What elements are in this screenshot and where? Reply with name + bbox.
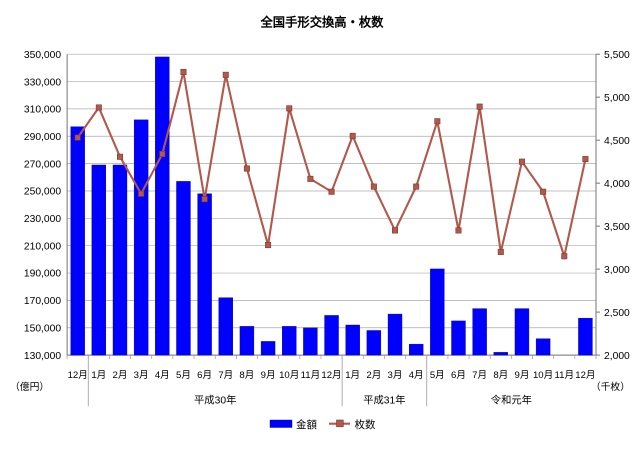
svg-text:（億円）: （億円） — [10, 380, 49, 393]
svg-text:12月: 12月 — [321, 370, 341, 381]
svg-text:8月: 8月 — [239, 370, 254, 381]
svg-text:5月: 5月 — [430, 370, 445, 381]
svg-text:130,000: 130,000 — [24, 351, 61, 362]
svg-text:枚数: 枚数 — [355, 418, 376, 431]
svg-text:4,500: 4,500 — [604, 136, 630, 147]
svg-text:2月: 2月 — [113, 370, 128, 381]
svg-text:10月: 10月 — [533, 370, 553, 381]
svg-text:8月: 8月 — [493, 370, 508, 381]
svg-text:5月: 5月 — [176, 370, 191, 381]
svg-text:330,000: 330,000 — [24, 77, 61, 88]
svg-text:230,000: 230,000 — [24, 214, 61, 225]
svg-text:6月: 6月 — [197, 370, 212, 381]
svg-text:9月: 9月 — [261, 370, 276, 381]
svg-text:210,000: 210,000 — [24, 241, 61, 252]
svg-text:平成30年: 平成30年 — [194, 393, 236, 406]
svg-text:全国手形交換高・枚数: 全国手形交換高・枚数 — [260, 15, 385, 30]
svg-text:（千枚）: （千枚） — [591, 380, 630, 393]
svg-text:1月: 1月 — [345, 370, 360, 381]
svg-text:11月: 11月 — [555, 370, 575, 381]
svg-text:3,000: 3,000 — [604, 265, 630, 276]
svg-text:2,000: 2,000 — [604, 351, 630, 362]
svg-text:170,000: 170,000 — [24, 296, 61, 307]
svg-text:12月: 12月 — [68, 370, 88, 381]
svg-text:190,000: 190,000 — [24, 269, 61, 280]
svg-text:5,500: 5,500 — [604, 50, 630, 61]
svg-text:3月: 3月 — [134, 370, 149, 381]
svg-text:6月: 6月 — [451, 370, 466, 381]
svg-text:270,000: 270,000 — [24, 159, 61, 170]
svg-text:350,000: 350,000 — [24, 50, 61, 61]
svg-text:250,000: 250,000 — [24, 187, 61, 198]
svg-text:金額: 金額 — [296, 418, 317, 431]
svg-text:令和元年: 令和元年 — [491, 393, 532, 406]
svg-text:7月: 7月 — [218, 370, 233, 381]
svg-text:7月: 7月 — [472, 370, 487, 381]
svg-text:2月: 2月 — [366, 370, 381, 381]
svg-text:310,000: 310,000 — [24, 105, 61, 116]
svg-text:平成31年: 平成31年 — [363, 393, 405, 406]
svg-text:4月: 4月 — [155, 370, 170, 381]
svg-text:4月: 4月 — [409, 370, 424, 381]
svg-text:12月: 12月 — [575, 370, 595, 381]
svg-text:3月: 3月 — [388, 370, 403, 381]
svg-text:5,000: 5,000 — [604, 93, 630, 104]
svg-text:2,500: 2,500 — [604, 308, 630, 319]
svg-text:3,500: 3,500 — [604, 222, 630, 233]
svg-text:4,000: 4,000 — [604, 179, 630, 190]
svg-text:150,000: 150,000 — [24, 323, 61, 334]
svg-text:290,000: 290,000 — [24, 132, 61, 143]
svg-text:1月: 1月 — [91, 370, 106, 381]
svg-text:9月: 9月 — [515, 370, 530, 381]
svg-text:11月: 11月 — [301, 370, 321, 381]
svg-text:10月: 10月 — [279, 370, 299, 381]
